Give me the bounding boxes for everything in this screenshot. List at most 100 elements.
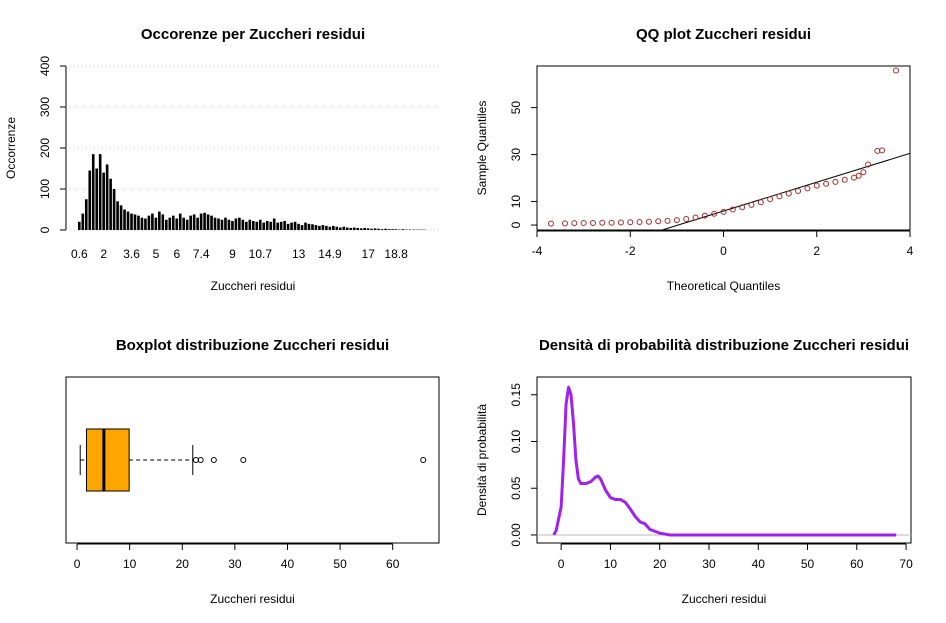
point bbox=[860, 169, 867, 176]
y-tick-label: 400 bbox=[38, 56, 52, 76]
bar bbox=[325, 225, 328, 230]
bar bbox=[116, 201, 119, 230]
bar bbox=[182, 217, 186, 230]
x-tick-label: 6 bbox=[173, 247, 180, 261]
bar bbox=[349, 227, 353, 230]
x-tick-label: 10 bbox=[604, 557, 618, 571]
x-axis-label: Zuccheri residui bbox=[682, 592, 767, 606]
bar bbox=[272, 218, 276, 230]
outlier bbox=[197, 457, 204, 463]
point bbox=[748, 201, 755, 208]
bar bbox=[318, 225, 321, 230]
point bbox=[580, 219, 587, 226]
chart-title: Occorenze per Zuccheri residui bbox=[141, 26, 365, 43]
point bbox=[673, 217, 680, 224]
y-tick-label: 0.00 bbox=[509, 523, 523, 547]
bar bbox=[311, 224, 314, 230]
point bbox=[879, 147, 886, 154]
point bbox=[571, 220, 578, 227]
bar bbox=[231, 220, 234, 230]
reference-line bbox=[662, 152, 910, 230]
point bbox=[617, 219, 624, 226]
x-tick-label: 4 bbox=[907, 244, 914, 258]
x-tick-label: -2 bbox=[625, 244, 636, 258]
bar bbox=[380, 229, 384, 230]
bar bbox=[377, 228, 380, 230]
x-tick-label: 30 bbox=[228, 557, 242, 571]
x-tick-label: 0.6 bbox=[71, 247, 88, 261]
x-axis-label: Theoretical Quantiles bbox=[667, 279, 780, 293]
point bbox=[599, 219, 606, 226]
bar bbox=[102, 172, 105, 230]
bar bbox=[105, 164, 109, 230]
point bbox=[855, 172, 862, 179]
y-tick-label: 300 bbox=[38, 97, 52, 117]
bar bbox=[130, 213, 133, 230]
bar bbox=[203, 212, 206, 230]
x-tick-label: 17 bbox=[362, 247, 376, 261]
bar bbox=[88, 170, 92, 230]
bar bbox=[189, 215, 192, 230]
bar bbox=[342, 226, 346, 230]
point bbox=[841, 176, 848, 183]
x-tick-label: 20 bbox=[176, 557, 190, 571]
y-tick-label: 0.15 bbox=[509, 383, 523, 407]
bar bbox=[279, 221, 283, 230]
x-tick-label: 40 bbox=[281, 557, 295, 571]
chart-title: QQ plot Zuccheri residui bbox=[636, 26, 811, 43]
x-tick-label: 0 bbox=[558, 557, 565, 571]
x-tick-label: 3.6 bbox=[123, 247, 140, 261]
bar bbox=[370, 228, 373, 230]
x-tick-label: 2 bbox=[813, 244, 820, 258]
density-line bbox=[552, 385, 897, 537]
bar bbox=[217, 218, 220, 230]
y-tick-label: 0 bbox=[509, 221, 523, 228]
outlier bbox=[420, 457, 427, 463]
bar bbox=[119, 205, 123, 230]
y-tick-label: 100 bbox=[38, 179, 52, 199]
point bbox=[636, 219, 643, 226]
bar bbox=[387, 229, 391, 230]
chart-title: Boxplot distribuzione Zuccheri residui bbox=[116, 337, 389, 354]
bar bbox=[384, 228, 387, 230]
x-tick-label: 50 bbox=[333, 557, 347, 571]
y-tick-label: 10 bbox=[509, 195, 523, 209]
bar bbox=[137, 215, 140, 230]
point bbox=[645, 218, 652, 225]
x-axis-label: Zuccheri residui bbox=[211, 279, 296, 293]
bar bbox=[84, 199, 88, 230]
bar bbox=[81, 213, 85, 230]
point bbox=[683, 215, 690, 222]
point bbox=[767, 196, 774, 203]
bar bbox=[220, 219, 224, 230]
bar bbox=[91, 154, 95, 230]
bar bbox=[252, 220, 255, 230]
bar bbox=[328, 226, 332, 230]
point bbox=[813, 182, 820, 189]
bar bbox=[151, 213, 154, 230]
x-tick-label: 14.9 bbox=[318, 247, 342, 261]
bar bbox=[199, 213, 203, 230]
bar bbox=[359, 228, 363, 230]
bar bbox=[192, 214, 196, 230]
x-tick-label: 20 bbox=[653, 557, 667, 571]
bar bbox=[297, 223, 300, 230]
point bbox=[589, 219, 596, 226]
point bbox=[785, 190, 792, 197]
bar bbox=[345, 227, 349, 230]
bar bbox=[224, 217, 227, 230]
bar bbox=[234, 218, 238, 230]
plot-frame bbox=[65, 376, 440, 544]
point bbox=[832, 178, 839, 185]
point bbox=[823, 180, 830, 187]
bar bbox=[161, 214, 165, 230]
bar bbox=[262, 222, 266, 230]
bar bbox=[366, 228, 370, 230]
point bbox=[757, 199, 764, 206]
point bbox=[561, 220, 568, 227]
x-tick-label: 50 bbox=[801, 557, 815, 571]
bar bbox=[133, 214, 137, 230]
bar bbox=[185, 219, 189, 230]
bar bbox=[210, 215, 213, 230]
bar bbox=[123, 209, 126, 230]
